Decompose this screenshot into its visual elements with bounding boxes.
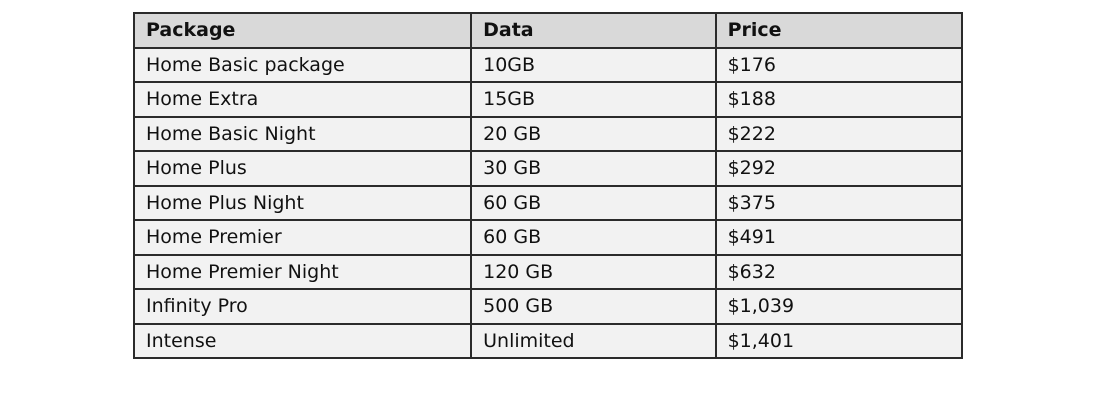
package-cell: Infinity Pro [132, 288, 473, 325]
data-cell: 500 GB [470, 288, 717, 325]
data-cell: 120 GB [470, 253, 717, 290]
price-cell: $222 [714, 115, 964, 152]
table-row: Home Premier Night 120 GB $632 [132, 253, 964, 290]
price-cell: $292 [714, 150, 964, 187]
data-cell: 60 GB [470, 184, 717, 221]
data-cell: 15GB [470, 81, 717, 118]
package-cell: Home Basic package [132, 46, 473, 83]
package-cell: Home Plus Night [132, 184, 473, 221]
table-row: Home Extra 15GB $188 [132, 81, 964, 118]
package-cell: Home Plus [132, 150, 473, 187]
table-row: Home Premier 60 GB $491 [132, 219, 964, 256]
table-row: Home Plus 30 GB $292 [132, 150, 964, 187]
header-data: Data [470, 12, 717, 49]
package-cell: Home Basic Night [132, 115, 473, 152]
price-cell: $1,039 [714, 288, 964, 325]
header-row: Package Data Price [132, 12, 964, 49]
package-cell: Intense [132, 322, 473, 359]
price-cell: $375 [714, 184, 964, 221]
price-cell: $1,401 [714, 322, 964, 359]
price-cell: $491 [714, 219, 964, 256]
price-cell: $632 [714, 253, 964, 290]
table-row: Home Basic Night 20 GB $222 [132, 115, 964, 152]
header-package: Package [132, 12, 473, 49]
package-cell: Home Premier [132, 219, 473, 256]
table-row: Home Plus Night 60 GB $375 [132, 184, 964, 221]
table-row: Infinity Pro 500 GB $1,039 [132, 288, 964, 325]
price-cell: $188 [714, 81, 964, 118]
header-price: Price [714, 12, 964, 49]
data-cell: 30 GB [470, 150, 717, 187]
table-row: Home Basic package 10GB $176 [132, 46, 964, 83]
data-cell: 10GB [470, 46, 717, 83]
table-row: Intense Unlimited $1,401 [132, 322, 964, 359]
price-cell: $176 [714, 46, 964, 83]
package-table: Package Data Price Home Basic package 10G… [132, 12, 964, 359]
data-cell: 20 GB [470, 115, 717, 152]
package-cell: Home Premier Night [132, 253, 473, 290]
data-cell: 60 GB [470, 219, 717, 256]
package-cell: Home Extra [132, 81, 473, 118]
data-cell: Unlimited [470, 322, 717, 359]
